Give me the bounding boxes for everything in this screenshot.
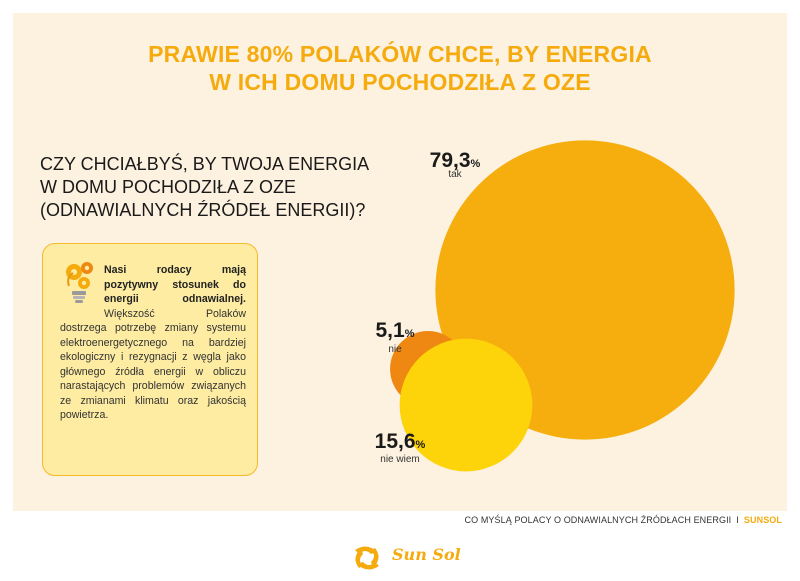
- footer-text: CO MYŚLĄ POLACY O ODNAWIALNYCH ŹRÓDŁACH …: [464, 515, 732, 525]
- info-box: [42, 243, 258, 476]
- footer-brand: SUNSOL: [743, 515, 782, 525]
- value-label-nie: 5,1%: [376, 319, 415, 342]
- question-line-1: CZY CHCIAŁBYŚ, BY TWOJA ENERGIA: [40, 154, 370, 174]
- category-label-nie-wiem: nie wiem: [380, 454, 419, 465]
- question-line-3: (ODNAWIALNYCH ŹRÓDEŁ ENERGII)?: [40, 200, 366, 220]
- info-text: Nasi rodacy mają pozytywny stosunek do e…: [60, 263, 246, 423]
- question-line-2: W DOMU POCHODZIŁA Z OZE: [40, 177, 297, 197]
- footer-separator: I: [736, 515, 739, 525]
- page-title: PRAWIE 80% POLAKÓW CHCE, BY ENERGIA W IC…: [0, 40, 800, 96]
- logo-text: Sun Sol: [392, 545, 461, 564]
- sunsol-logo-icon: [355, 546, 379, 570]
- lightbulb-gears-icon: [66, 262, 93, 303]
- bubble-nie-wiem: [399, 338, 533, 472]
- info-bold-text: Nasi rodacy mają pozytywny stosunek do e…: [104, 264, 246, 305]
- survey-question: CZY CHCIAŁBYŚ, BY TWOJA ENERGIA W DOMU P…: [40, 153, 380, 222]
- value-label-tak: 79,3%: [430, 149, 481, 172]
- info-body-text: Większość Polaków dostrzega potrzebę zmi…: [60, 307, 246, 422]
- category-label-nie: nie: [388, 344, 402, 355]
- title-line-1: PRAWIE 80% POLAKÓW CHCE, BY ENERGIA: [148, 41, 652, 67]
- value-label-nie-wiem: 15,6%: [375, 430, 426, 453]
- footer: CO MYŚLĄ POLACY O ODNAWIALNYCH ŹRÓDŁACH …: [465, 515, 782, 525]
- category-label-tak: tak: [448, 169, 462, 180]
- title-line-2: W ICH DOMU POCHODZIŁA Z OZE: [209, 69, 591, 95]
